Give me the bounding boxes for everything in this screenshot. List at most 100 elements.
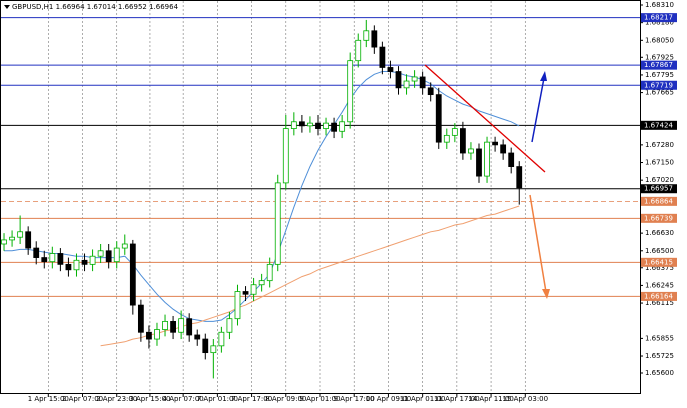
level-label: 1.66415 [644,258,673,266]
candle-body [33,247,40,258]
candle-body [403,80,410,89]
candle-body [89,255,96,265]
y-tick-label: 1.67925 [645,53,674,61]
candle-body [266,263,273,282]
candle-body [282,128,289,184]
y-tick-label: 1.67150 [645,159,674,167]
candle-body [210,345,217,354]
level-label-box [641,196,677,206]
candle-body [516,166,523,189]
candle-body [323,122,329,129]
level-label-box [641,257,677,267]
x-tick-label: 3 Apr 15:00 [129,395,170,403]
candle-body [137,304,144,333]
level-label: 1.68217 [644,14,673,22]
down-arrow [529,194,547,293]
x-tick-label: 11 Apr 17:00 [434,395,480,403]
candle-body [274,182,281,265]
candle-body [379,46,386,68]
candle-body [146,331,152,340]
candle-body [242,291,249,295]
candle-body [339,121,346,132]
candle-body [65,263,72,271]
candle-body [307,122,313,127]
candle-body [484,141,490,177]
level-label: 1.66739 [644,214,673,222]
level-label: 1.67424 [644,121,673,129]
candle-body [443,134,450,143]
level-label: 1.67719 [644,81,673,89]
x-tick-label: 7 Apr 17:00 [231,395,272,403]
menu-triangle [4,5,10,9]
candle-body [411,76,418,82]
y-tick-label: 1.67020 [645,176,674,184]
candle-body [419,76,426,89]
candle-body [97,250,104,257]
candle-body [73,259,80,271]
candle-body [371,30,378,48]
candle-body [105,250,112,263]
y-tick-label: 1.65855 [645,334,674,342]
candle-body [202,338,209,354]
x-tick-label: 9 Apr 17:00 [334,395,375,403]
candle-body [387,67,394,72]
candle-body [395,71,402,89]
candle-body [234,291,241,320]
y-tick-label: 1.66115 [645,299,674,307]
candle-body [129,243,136,306]
candle-body [258,280,265,286]
y-tick-label: 1.66630 [645,229,674,237]
candle-body [492,141,498,146]
candle-body [476,148,482,177]
candle-body [427,87,434,96]
y-tick-label: 1.66245 [645,281,674,289]
level-label-box [641,120,677,130]
x-tick-label: 2 Apr 23:00 [96,395,137,403]
up-arrowhead [540,71,547,81]
level-label-box [641,213,677,223]
x-tick-label: 14 Apr 11:00 [468,395,514,403]
candle-body [81,259,88,265]
candle-body [451,128,458,136]
candle-body [178,318,185,333]
y-tick-label: 1.67795 [645,71,674,79]
level-label: 1.66957 [644,185,673,193]
candle-body [57,253,64,265]
y-tick-label: 1.68180 [645,19,674,27]
plot-frame [0,0,641,394]
level-label-box [641,291,677,301]
x-tick-label: 2 Apr 07:00 [62,395,103,403]
level-label-box [641,80,677,90]
candle-body [162,320,168,330]
candle-body [459,128,466,154]
candle-body [17,231,24,238]
up-arrow [531,77,545,143]
y-tick-label: 1.65600 [645,369,674,377]
candle-body [250,284,257,295]
x-tick-label: 11 Apr 01:00 [400,395,446,403]
y-tick-label: 1.67280 [645,141,674,149]
level-label-box [641,184,677,194]
candle-body [226,318,233,333]
level-label-box [641,13,677,23]
candle-body [315,122,321,129]
candle-body [218,331,225,347]
down-arrowhead [542,289,550,299]
candle-body [170,320,176,333]
x-tick-label: 9 Apr 01:00 [299,395,340,403]
level-label: 1.66864 [644,197,673,205]
trend-line [424,64,546,173]
candle-body [347,60,354,123]
x-tick-label: 7 Apr 01:00 [197,395,238,403]
candle-body [121,243,128,249]
candle-body [500,144,507,154]
candle-body [363,30,370,41]
y-tick-label: 1.66500 [645,247,674,255]
candle-body [186,318,193,336]
x-tick-label: 15 Apr 03:00 [502,395,548,403]
candle-body [113,247,120,263]
candle-body [290,121,297,129]
candle-body [41,257,48,263]
x-tick-label: 8 Apr 09:00 [265,395,306,403]
